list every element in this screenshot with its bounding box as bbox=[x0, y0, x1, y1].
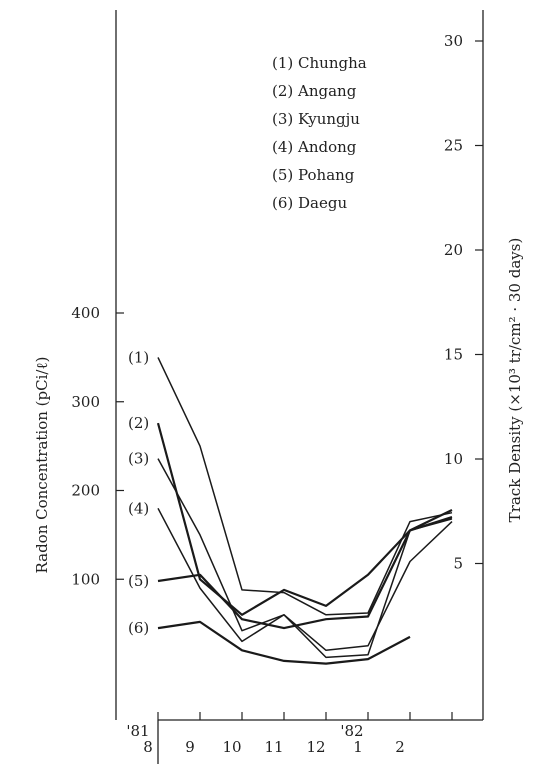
x-tick-label: 1 bbox=[353, 738, 363, 756]
series-label-andong: (4) bbox=[128, 499, 149, 517]
x-tick-label: 11 bbox=[264, 738, 283, 756]
x-tick-label: 9 bbox=[185, 738, 195, 756]
right-axis-title: Track Density (×10³ tr/cm² · 30 days) bbox=[506, 238, 524, 523]
legend-entry-andong: (4) Andong bbox=[272, 138, 357, 156]
legend-entry-pohang: (5) Pohang bbox=[272, 166, 355, 184]
right-tick-label: 5 bbox=[453, 555, 463, 573]
left-tick-label: 300 bbox=[71, 393, 100, 411]
legend-entry-angang: (2) Angang bbox=[272, 82, 357, 100]
series-line-pohang bbox=[158, 517, 452, 628]
legend-entry-chungha: (1) Chungha bbox=[272, 54, 367, 72]
legend-entry-daegu: (6) Daegu bbox=[272, 194, 347, 212]
x-tick-label: 10 bbox=[222, 738, 241, 756]
right-tick-label: 15 bbox=[444, 346, 463, 364]
series-lines bbox=[158, 357, 452, 663]
series-label-pohang: (5) bbox=[128, 572, 149, 590]
right-tick-label: 10 bbox=[444, 450, 463, 468]
right-tick-label: 30 bbox=[444, 32, 463, 50]
left-tick-label: 400 bbox=[71, 304, 100, 322]
year-label-81: '81 bbox=[126, 722, 149, 740]
series-label-chungha: (1) bbox=[128, 348, 149, 366]
series-label-angang: (2) bbox=[128, 414, 149, 432]
series-line-kyungju bbox=[158, 459, 452, 658]
left-tick-label: 200 bbox=[71, 482, 100, 500]
left-tick-label: 100 bbox=[71, 570, 100, 588]
series-label-daegu: (6) bbox=[128, 619, 149, 637]
x-tick-label: 8 bbox=[143, 738, 153, 756]
series-label-kyungju: (3) bbox=[128, 450, 149, 468]
legend-entry-kyungju: (3) Kyungju bbox=[272, 110, 360, 128]
x-tick-label: 2 bbox=[395, 738, 405, 756]
legend: (1) Chungha (2) Angang (3) Kyungju (4) Ando… bbox=[272, 54, 367, 212]
year-label-82: '82 bbox=[340, 722, 363, 740]
right-tick-label: 25 bbox=[444, 137, 463, 155]
right-tick-label: 20 bbox=[444, 241, 463, 259]
x-tick-label: 12 bbox=[306, 738, 325, 756]
series-line-andong bbox=[158, 508, 452, 650]
left-axis-title: Radon Concentration (pCi/ℓ) bbox=[33, 357, 51, 574]
